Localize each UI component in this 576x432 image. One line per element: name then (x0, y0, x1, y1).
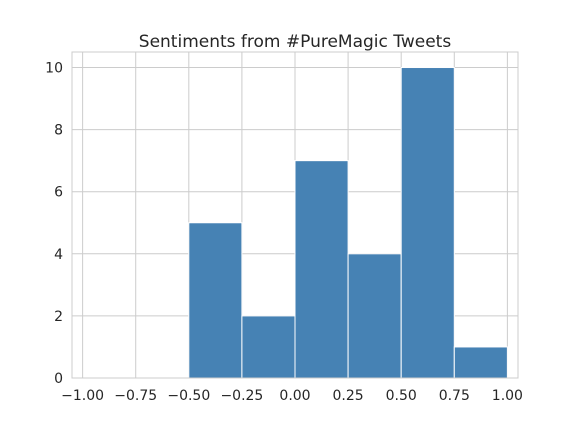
histogram-bar (294, 160, 349, 379)
y-tick-label: 8 (54, 123, 63, 139)
histogram-bar (347, 253, 402, 379)
histogram-bar (453, 346, 508, 379)
histogram-bar (400, 67, 455, 379)
y-tick-label: 4 (54, 247, 63, 263)
y-tick-label: 0 (54, 371, 63, 387)
x-tick-label: −0.25 (220, 388, 263, 404)
plot-frame (71, 51, 519, 379)
chart-title: Sentiments from #PureMagic Tweets (139, 32, 452, 52)
x-tick-label: 0.50 (386, 388, 417, 404)
y-axis-ticks: 0 2 4 6 8 10 (45, 61, 63, 387)
y-tick-label: 2 (54, 309, 63, 325)
y-tick-label: 6 (54, 185, 63, 201)
x-tick-label: −0.50 (167, 388, 210, 404)
histogram-bar (241, 315, 296, 379)
x-tick-label: 0.00 (279, 388, 310, 404)
x-tick-label: 1.00 (492, 388, 523, 404)
histogram-bar (188, 222, 243, 379)
x-tick-label: −1.00 (61, 388, 104, 404)
x-tick-label: 0.25 (333, 388, 364, 404)
x-tick-label: 0.75 (439, 388, 470, 404)
x-tick-label: −0.75 (114, 388, 157, 404)
bar-layer (188, 67, 508, 379)
x-axis-ticks: −1.00 −0.75 −0.50 −0.25 0.00 0.25 0.50 0.75 1.00 (61, 388, 523, 404)
y-tick-label: 10 (45, 61, 63, 77)
